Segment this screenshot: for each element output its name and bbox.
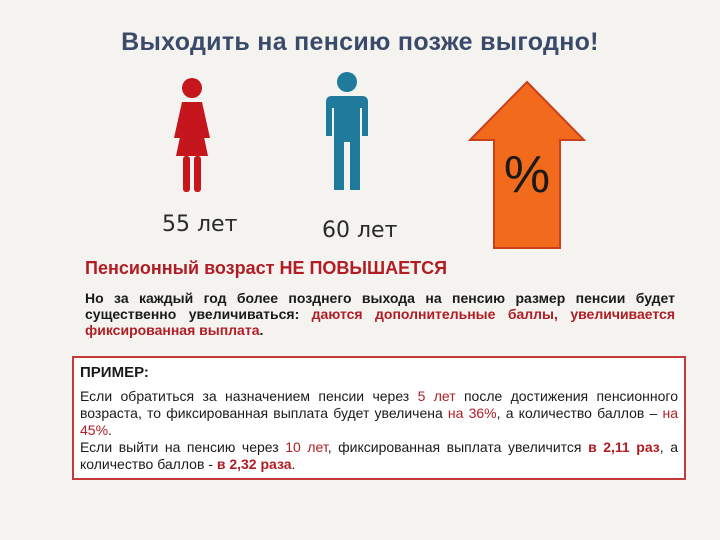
example-line2-f: в 2,32 раза	[216, 456, 292, 472]
example-line2-e: , а количество баллов -	[80, 439, 678, 472]
info-paragraph: Но за каждый год более позднего выхода н…	[85, 290, 675, 338]
paragraph-highlight: даются дополнительные баллы, увеличивает…	[85, 306, 675, 338]
example-line2-g: .	[291, 456, 296, 472]
example-line1-e: , а количество баллов –	[496, 405, 663, 421]
example-line2-d: в 2,11 раз	[588, 439, 660, 455]
example-line2-c: , фиксированная выплата увеличится	[327, 439, 589, 455]
example-line1-a: Если обратиться за назначением пенсии че…	[80, 388, 418, 404]
man-age-label: 60 лет	[322, 218, 398, 243]
example-line1-d: на 36%	[447, 405, 497, 421]
example-line2-b: 10 лет	[285, 439, 328, 455]
paragraph-text: Но за каждый год более позднего выхода н…	[85, 290, 675, 322]
example-line1-f: на 45%	[80, 405, 678, 438]
woman-age-label: 55 лет	[162, 212, 238, 237]
woman-icon	[174, 78, 210, 192]
paragraph-end: .	[259, 322, 264, 338]
example-line1-b: 5 лет	[417, 388, 456, 404]
man-icon	[326, 72, 368, 190]
example-line2-a: Если выйти на пенсию через	[80, 439, 286, 455]
percent-symbol: %	[504, 146, 550, 204]
example-box: ПРИМЕР: Если обратиться за назначением п…	[72, 356, 686, 480]
headline: Пенсионный возраст НЕ ПОВЫШАЕТСЯ	[85, 258, 448, 278]
example-line1-c: после достижения пенсионного возраста, т…	[80, 388, 678, 421]
example-title: ПРИМЕР:	[80, 364, 149, 381]
example-body: Если обратиться за назначением пенсии че…	[80, 388, 678, 473]
up-arrow-icon: %	[468, 80, 586, 249]
page-title: Выходить на пенсию позже выгодно!	[121, 28, 599, 56]
example-line1-g: .	[108, 422, 112, 438]
